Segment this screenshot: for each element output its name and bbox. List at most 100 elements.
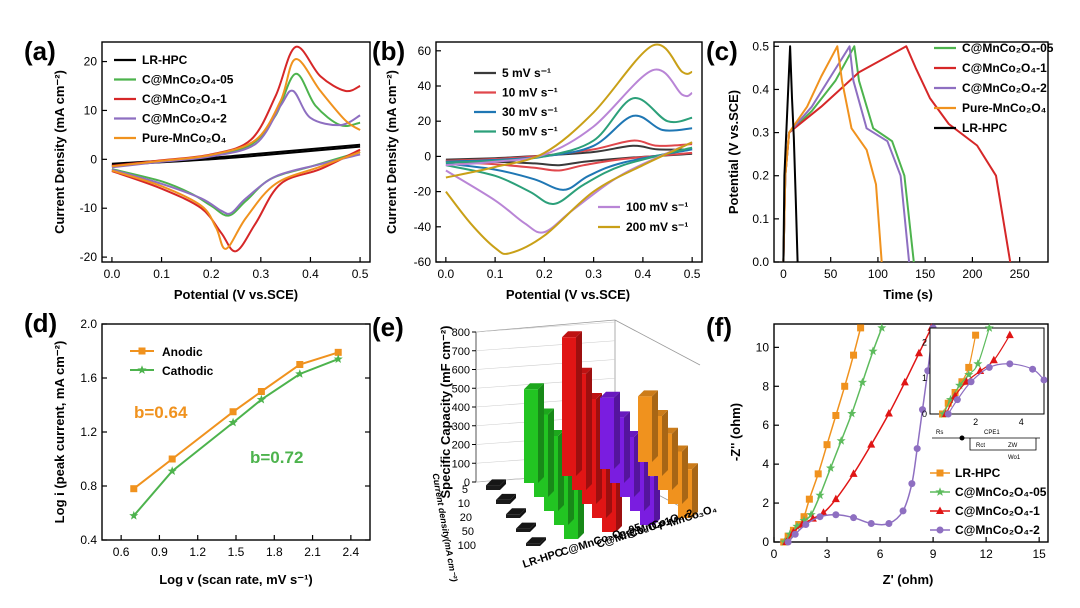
legend-marker bbox=[138, 347, 146, 355]
bar-side bbox=[500, 479, 506, 490]
y-axis-label: Log i (peak current, mA cm⁻²) bbox=[52, 341, 67, 524]
data-point bbox=[884, 409, 893, 417]
grid-line bbox=[475, 340, 616, 352]
panel-c: 0 50 100 150 200 250 0.0 0.1 0.2 0.3 0.4 0.5 C@MnCo₂… bbox=[706, 36, 1054, 302]
x-axis-label: Time (s) bbox=[883, 287, 933, 302]
x-tick-label: 150 bbox=[915, 267, 935, 281]
y-tick-label: 0.3 bbox=[752, 126, 769, 140]
legend-entry: 10 mV s⁻¹ bbox=[502, 86, 558, 100]
legend-entry: 200 mV s⁻¹ bbox=[626, 220, 688, 234]
x-tick-label: 0 bbox=[771, 547, 778, 561]
plot-frame bbox=[435, 41, 703, 263]
bar-front bbox=[486, 485, 500, 490]
y-axis-label: Current Density (mA cm⁻²) bbox=[384, 70, 399, 234]
data-point bbox=[334, 348, 342, 356]
grid-line bbox=[475, 321, 616, 333]
bar-front bbox=[496, 499, 510, 504]
inset-point bbox=[1006, 360, 1014, 368]
data-point bbox=[228, 417, 238, 427]
x-tick-label: 0.1 bbox=[487, 267, 504, 281]
bar-front bbox=[516, 528, 530, 532]
x-tick-label: 0.6 bbox=[113, 545, 130, 559]
x-tick-label: 0.5 bbox=[684, 267, 701, 281]
legend-entry: C@MnCo₂O₄-2 bbox=[962, 81, 1047, 95]
data-point bbox=[908, 480, 916, 488]
inset-point bbox=[965, 363, 973, 371]
inset-x-tick: 4 bbox=[1019, 417, 1024, 427]
y-tick-label: -20 bbox=[414, 185, 432, 199]
data-point bbox=[918, 406, 926, 414]
x-tick-label: 250 bbox=[1010, 267, 1030, 281]
plot-frame bbox=[773, 41, 1049, 263]
grid-line bbox=[475, 359, 616, 370]
legend-entry: 5 mV s⁻¹ bbox=[502, 66, 551, 80]
gcd-curve-3 bbox=[782, 45, 883, 263]
legend-entry: C@MnCo₂O₄-1 bbox=[955, 504, 1040, 518]
y-tick-label: 0.8 bbox=[80, 479, 97, 493]
circuit-label: Wo1 bbox=[1008, 455, 1021, 461]
legend-entry: 100 mV s⁻¹ bbox=[626, 200, 688, 214]
bar-front bbox=[600, 397, 614, 469]
data-point bbox=[229, 408, 237, 416]
data-point bbox=[814, 470, 822, 478]
bar-front bbox=[638, 396, 652, 462]
data-point bbox=[868, 346, 878, 356]
bar-top bbox=[486, 479, 506, 486]
cv-curve-4 bbox=[445, 68, 693, 167]
bar-top bbox=[516, 522, 536, 529]
bar-side bbox=[510, 493, 516, 504]
data-point bbox=[836, 436, 846, 445]
x-tick-label: 0.2 bbox=[203, 267, 220, 281]
gcd-curve-4 bbox=[782, 45, 799, 263]
equivalent-circuit: Rs CPE1 Rct ZW Wo1 bbox=[932, 430, 1040, 461]
panel-b: 0.0 0.1 0.2 0.3 0.4 0.5 -60 -40 -20 0 20 40 60 5 mV s… bbox=[372, 36, 703, 302]
data-point bbox=[296, 361, 304, 368]
data-point bbox=[867, 440, 876, 448]
bar-top bbox=[638, 390, 658, 397]
bar-side bbox=[520, 508, 526, 518]
y-tick-label: -60 bbox=[414, 255, 432, 269]
bar-side bbox=[692, 463, 698, 518]
legend-entry: Cathodic bbox=[162, 364, 214, 378]
panel-label: (a) bbox=[24, 36, 56, 66]
bar-top bbox=[524, 383, 544, 390]
inset-point bbox=[964, 369, 974, 379]
data-point bbox=[129, 510, 139, 520]
bar-top bbox=[496, 493, 516, 500]
bar-side bbox=[548, 408, 554, 497]
bar-front bbox=[506, 514, 520, 518]
legend-entry: 30 mV s⁻¹ bbox=[502, 105, 558, 119]
y-tick-label: 6 bbox=[762, 418, 769, 432]
x-tick-label: 0.3 bbox=[252, 267, 269, 281]
circuit-label: Rs bbox=[936, 430, 943, 436]
inset-point bbox=[973, 359, 983, 368]
x-axis-label: Potential (V vs.SCE) bbox=[174, 287, 298, 302]
data-point bbox=[857, 324, 865, 332]
data-point bbox=[850, 514, 858, 522]
circuit-label: CPE1 bbox=[984, 430, 1000, 436]
x-tick-label: 0.3 bbox=[585, 267, 602, 281]
x-tick-label: 0.9 bbox=[151, 545, 168, 559]
x-tick-label: 50 bbox=[824, 267, 838, 281]
cv-curve-5 bbox=[445, 43, 693, 179]
fit-line-1 bbox=[133, 358, 339, 517]
legend-marker bbox=[936, 526, 944, 534]
y-tick-label: 1.2 bbox=[80, 425, 97, 439]
data-point bbox=[900, 377, 909, 386]
bar-side bbox=[614, 391, 620, 469]
inset-point bbox=[1029, 365, 1037, 373]
circuit-node bbox=[959, 435, 965, 441]
bar-top bbox=[526, 537, 546, 544]
y-tick-label: 20 bbox=[418, 114, 432, 128]
data-point bbox=[831, 494, 840, 503]
grid-line bbox=[475, 377, 616, 389]
z-tick-label: 500 bbox=[452, 383, 470, 395]
density-tick-label: 100 bbox=[458, 540, 476, 552]
x-tick-label: 9 bbox=[930, 547, 937, 561]
data-point bbox=[295, 369, 305, 378]
inset-point bbox=[972, 331, 980, 339]
y-tick-label: 0.0 bbox=[752, 255, 769, 269]
x-axis-label: Z' (ohm) bbox=[883, 572, 934, 587]
z-tick-label: 100 bbox=[452, 458, 470, 470]
